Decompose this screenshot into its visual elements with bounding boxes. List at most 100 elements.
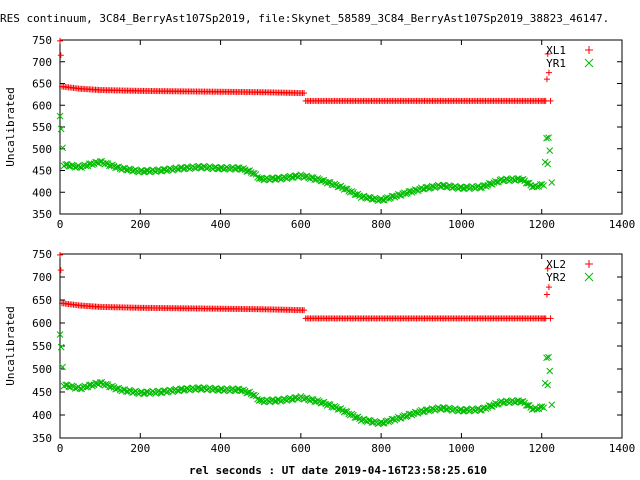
- point-b: [546, 147, 554, 155]
- point-b: [140, 168, 147, 176]
- point: [180, 387, 187, 394]
- point: [234, 164, 241, 171]
- point-b: [522, 179, 530, 187]
- x-tick-label: 800: [371, 442, 391, 455]
- legend-marker: [584, 272, 594, 282]
- point-b: [540, 404, 548, 412]
- y-tick-label: 500: [32, 363, 52, 376]
- point-b: [244, 389, 252, 396]
- x-tick-label: 1400: [609, 442, 636, 455]
- panel-2: 350 400 450 500 550 600 650 700 750 0 200 400 600 800…: [4, 248, 635, 455]
- point: [439, 404, 447, 411]
- point: [533, 405, 541, 413]
- point-b: [211, 385, 218, 393]
- point-b: [343, 408, 351, 415]
- point-b: [271, 397, 278, 405]
- point-b: [540, 182, 548, 189]
- point-b: [485, 179, 493, 187]
- point-b: [524, 179, 532, 187]
- legend-marker-b: [584, 58, 594, 68]
- point-b: [493, 178, 501, 186]
- point: [499, 399, 507, 407]
- point-b: [353, 191, 360, 199]
- point: [301, 90, 308, 97]
- point-b: [479, 404, 487, 412]
- point-b: [485, 402, 493, 409]
- point-b: [140, 390, 147, 397]
- point-b: [288, 174, 295, 181]
- point: [308, 174, 316, 181]
- point-b: [405, 410, 413, 418]
- point-b: [546, 367, 554, 375]
- point: [271, 175, 278, 183]
- point-b: [96, 379, 104, 386]
- point: [200, 162, 207, 170]
- point-b: [439, 181, 447, 189]
- x-tick-label: 1000: [448, 442, 475, 455]
- point: [140, 168, 147, 176]
- point: [459, 407, 467, 415]
- point-b: [203, 165, 211, 172]
- point: [365, 193, 373, 201]
- legend-label: YR1: [546, 57, 566, 70]
- point: [271, 397, 278, 405]
- point-b: [220, 165, 228, 173]
- point-b: [459, 185, 467, 192]
- point-b: [200, 384, 207, 391]
- point-b: [62, 381, 69, 389]
- x-tick-label: 1400: [609, 218, 636, 231]
- point-b: [113, 385, 121, 392]
- y-tick-label: 450: [32, 165, 52, 178]
- point-b: [548, 401, 556, 409]
- point: [301, 307, 308, 314]
- point-b: [255, 175, 263, 182]
- point-b: [244, 167, 252, 175]
- point: [545, 353, 552, 361]
- point-b: [56, 112, 64, 120]
- point: [57, 251, 63, 258]
- point-b: [163, 167, 170, 175]
- point-b: [537, 181, 544, 188]
- point: [546, 147, 554, 155]
- legend-marker: [585, 46, 593, 54]
- point-b: [288, 396, 295, 403]
- point-b: [388, 192, 396, 200]
- point-b: [180, 165, 187, 173]
- point: [62, 161, 69, 168]
- point-b: [525, 401, 533, 409]
- point-b: [518, 398, 525, 406]
- point: [459, 185, 467, 192]
- point: [252, 392, 260, 400]
- legend-marker-b: [584, 272, 594, 282]
- legend-marker: [584, 58, 594, 68]
- point: [57, 125, 65, 133]
- point: [68, 161, 76, 169]
- legend-marker: [585, 260, 593, 268]
- point-b: [537, 403, 544, 411]
- point-b: [255, 397, 263, 404]
- point: [234, 385, 241, 393]
- y-axis-label: Uncalibrated: [4, 87, 17, 166]
- point: [82, 162, 90, 170]
- point-b: [71, 164, 79, 171]
- point-b: [119, 164, 127, 172]
- point: [57, 52, 64, 59]
- point: [57, 343, 65, 351]
- point-b: [499, 399, 507, 407]
- point-b: [459, 407, 467, 415]
- point: [157, 167, 164, 175]
- point-b: [325, 178, 333, 186]
- point-b: [530, 183, 538, 190]
- point-b: [59, 363, 66, 371]
- y-tick-label: 700: [32, 56, 52, 69]
- point-b: [524, 402, 532, 409]
- point-b: [56, 331, 64, 338]
- point: [522, 179, 530, 187]
- point-b: [271, 175, 278, 183]
- point-b: [252, 392, 260, 400]
- x-tick-label: 0: [57, 218, 64, 231]
- x-tick-label: 400: [211, 218, 231, 231]
- point-b: [493, 400, 501, 408]
- point-b: [203, 386, 211, 394]
- point: [543, 76, 550, 83]
